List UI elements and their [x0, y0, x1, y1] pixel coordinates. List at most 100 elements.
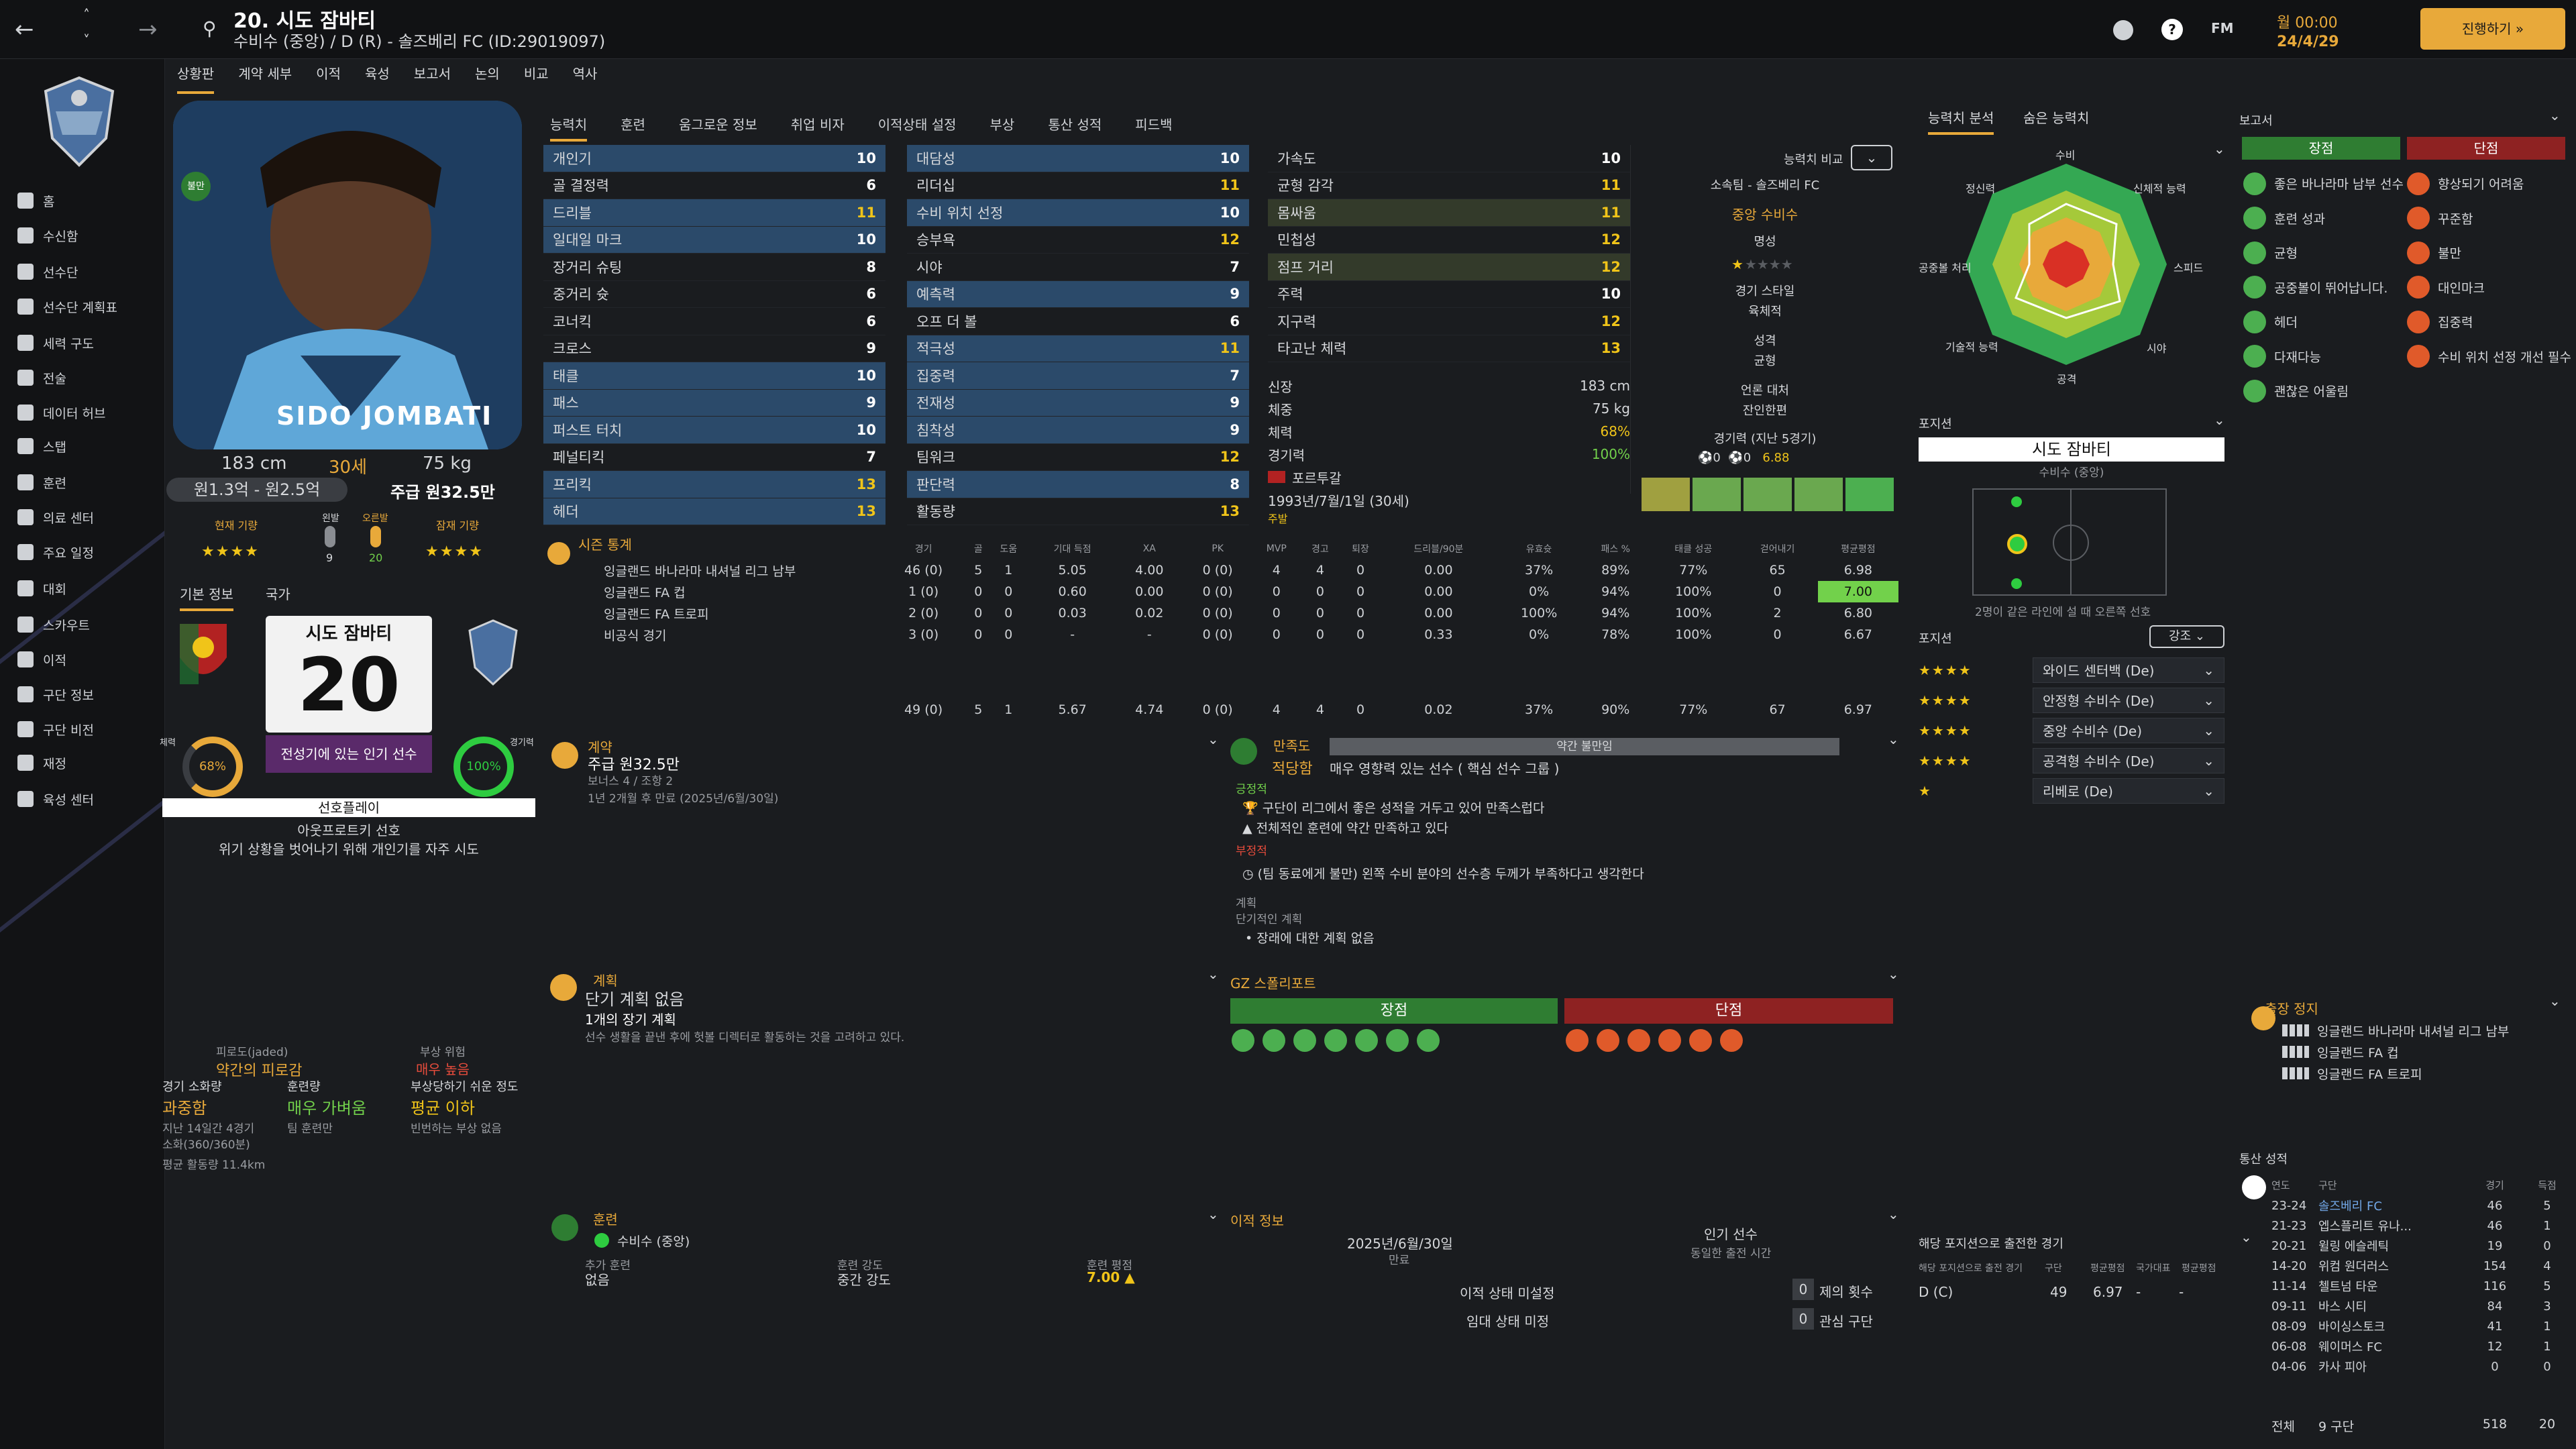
con-icon[interactable] [1689, 1029, 1712, 1052]
attribute-row[interactable]: 팀워크 12 [907, 444, 1249, 471]
subnav-item[interactable]: 육성 [364, 66, 390, 82]
career-row[interactable]: 08-09 바이싱스토크 41 1 [2271, 1316, 2571, 1336]
tab-basic-info[interactable]: 기본 정보 [180, 584, 233, 611]
sidebar-item-inbox[interactable]: 수신함 [17, 220, 158, 251]
attribute-row[interactable]: 수비 위치 선정 10 [907, 199, 1249, 227]
subnav-item[interactable]: 상황판 [177, 63, 215, 94]
attribute-row[interactable]: 시야 7 [907, 254, 1249, 281]
attribute-row[interactable]: 코너킥 6 [543, 308, 885, 335]
role-row[interactable]: ★★★★ 중앙 수비수 (De) ⌄ [1919, 715, 2224, 745]
role-dropdown[interactable]: 중앙 수비수 (De) ⌄ [2033, 717, 2224, 743]
career-row[interactable]: 11-14 첼트넘 타운 116 5 [2271, 1276, 2571, 1296]
report-pro-item[interactable]: 다재다능 [2243, 339, 2404, 374]
tab-item[interactable]: 부상 [989, 117, 1015, 133]
con-icon[interactable] [1658, 1029, 1681, 1052]
attribute-row[interactable]: 타고난 체력 13 [1268, 335, 1630, 362]
attribute-row[interactable]: 골 결정력 6 [543, 172, 885, 199]
con-icon[interactable] [1597, 1029, 1619, 1052]
sidebar-item-home[interactable]: 홈 [17, 185, 158, 216]
career-row[interactable]: 09-11 바스 시티 84 3 [2271, 1296, 2571, 1316]
attribute-row[interactable]: 몸싸움 11 [1268, 199, 1630, 227]
ban-item[interactable]: 잉글랜드 FA 트로피 [2282, 1063, 2571, 1084]
report-collapse-icon[interactable]: ⌄ [2549, 107, 2561, 123]
sidebar-item-squad[interactable]: 선수단 [17, 256, 158, 287]
attribute-row[interactable]: 일대일 마크 10 [543, 226, 885, 254]
role-dropdown[interactable]: 공격형 수비수 (De) ⌄ [2033, 747, 2224, 773]
subnav-item[interactable]: 역사 [572, 66, 598, 82]
roles-emphasis-button[interactable]: 강조 ⌄ [2149, 625, 2224, 648]
globe-icon[interactable] [2113, 20, 2133, 40]
role-dropdown[interactable]: 리베로 (De) ⌄ [2033, 777, 2224, 804]
subnav-item[interactable]: 이적 [316, 66, 341, 82]
tab-item[interactable]: 이적상태 설정 [877, 117, 957, 133]
sidebar-item-club-vision[interactable]: 구단 비전 [17, 714, 158, 745]
attribute-row[interactable]: 가속도 10 [1268, 145, 1630, 172]
sidebar-item-data-hub[interactable]: 데이터 허브 [17, 397, 158, 428]
sidebar-item-medical[interactable]: 의료 센터 [17, 502, 158, 533]
contract-collapse-icon[interactable]: ⌄ [1208, 731, 1219, 747]
role-row[interactable]: ★ 리베로 (De) ⌄ [1919, 775, 2224, 806]
attribute-row[interactable]: 페널티킥 7 [543, 444, 885, 471]
attribute-row[interactable]: 판단력 8 [907, 471, 1249, 498]
attribute-row[interactable]: 승부욕 12 [907, 227, 1249, 254]
report-con-item[interactable]: 집중력 [2407, 305, 2572, 339]
attribute-row[interactable]: 집중력 7 [907, 362, 1249, 390]
compare-dropdown[interactable]: ⌄ [1851, 145, 1892, 170]
attribute-row[interactable]: 균형 감각 11 [1268, 172, 1630, 199]
attribute-row[interactable]: 패스 9 [543, 389, 885, 417]
radar-collapse-icon[interactable]: ⌄ [2214, 141, 2225, 157]
attribute-row[interactable]: 대담성 10 [907, 145, 1249, 172]
stats-row[interactable]: 잉글랜드 FA 컵 1 (0) 0 0 0.60 0.00 0 (0) 0 0 0 0.00 0% 94… [543, 581, 1898, 602]
back-icon[interactable]: ← [15, 16, 34, 43]
forward-icon[interactable]: → [138, 16, 158, 43]
sidebar-item-squad-planner[interactable]: 선수단 계획표 [17, 291, 158, 322]
sidebar-item-club-info[interactable]: 구단 정보 [17, 679, 158, 710]
sidebar-item-staff[interactable]: 스탭 [17, 431, 158, 462]
tab-national[interactable]: 국가 [266, 586, 290, 602]
training-collapse-icon[interactable]: ⌄ [1208, 1206, 1219, 1222]
career-row[interactable]: 04-06 카사 피아 0 0 [2271, 1356, 2571, 1377]
sidebar-item-competitions[interactable]: 대회 [17, 573, 158, 604]
sidebar-item-finances[interactable]: 재정 [17, 747, 158, 778]
pro-icon[interactable] [1263, 1029, 1285, 1052]
apps-collapse-icon[interactable]: ⌄ [2241, 1229, 2252, 1245]
report-pro-item[interactable]: 헤더 [2243, 305, 2404, 339]
attribute-row[interactable]: 점프 거리 12 [1268, 254, 1630, 281]
transfer-title[interactable]: 이적 정보 [1230, 1213, 1284, 1229]
role-dropdown[interactable]: 와이드 센터백 (De) ⌄ [2033, 657, 2224, 683]
attribute-row[interactable]: 전재성 9 [907, 389, 1249, 417]
attribute-row[interactable]: 활동량 13 [907, 498, 1249, 525]
pro-icon[interactable] [1417, 1029, 1440, 1052]
sidebar-item-schedule[interactable]: 주요 일정 [17, 537, 158, 568]
attribute-row[interactable]: 민첩성 12 [1268, 227, 1630, 254]
attribute-row[interactable]: 중거리 슛 6 [543, 281, 885, 308]
attribute-row[interactable]: 크로스 9 [543, 335, 885, 362]
attribute-row[interactable]: 프리킥 13 [543, 471, 885, 498]
attribute-row[interactable]: 장거리 슈팅 8 [543, 254, 885, 281]
role-row[interactable]: ★★★★ 안정형 수비수 (De) ⌄ [1919, 685, 2224, 715]
unhappy-badge[interactable]: 불만 [181, 172, 211, 201]
attribute-row[interactable]: 드리블 11 [543, 199, 885, 227]
position-collapse-icon[interactable]: ⌄ [2214, 412, 2225, 428]
training-title[interactable]: 훈련 [593, 1212, 618, 1228]
attribute-row[interactable]: 침착성 9 [907, 417, 1249, 444]
report-pro-item[interactable]: 훈련 성과 [2243, 201, 2404, 236]
happiness-collapse-icon[interactable]: ⌄ [1888, 731, 1899, 747]
tab-item[interactable]: 움그로운 정보 [679, 117, 757, 133]
search-icon[interactable]: ⚲ [203, 17, 217, 40]
report-con-item[interactable]: 대인마크 [2407, 270, 2572, 305]
subnav-item[interactable]: 보고서 [413, 66, 451, 82]
career-row[interactable]: 06-08 웨이머스 FC 12 1 [2271, 1336, 2571, 1356]
report-pro-item[interactable]: 공중볼이 뛰어납니다. [2243, 270, 2404, 305]
ban-item[interactable]: 잉글랜드 FA 컵 [2282, 1041, 2571, 1063]
transfer-collapse-icon[interactable]: ⌄ [1888, 1206, 1899, 1222]
career-row[interactable]: 14-20 위컴 원더러스 154 4 [2271, 1256, 2571, 1276]
attribute-row[interactable]: 적극성 11 [907, 335, 1249, 362]
contract-title[interactable]: 계약 [588, 739, 612, 755]
help-icon[interactable]: ? [2161, 19, 2183, 40]
ban-collapse-icon[interactable]: ⌄ [2549, 993, 2561, 1009]
tab-item[interactable]: 피드백 [1135, 117, 1173, 133]
report-pro-item[interactable]: 괜찮은 어울림 [2243, 374, 2404, 409]
stats-row[interactable]: 잉글랜드 FA 트로피 2 (0) 0 0 0.03 0.02 0 (0) 0 0 0 0.00 10… [543, 602, 1898, 624]
attribute-row[interactable]: 개인기 10 [543, 145, 885, 172]
